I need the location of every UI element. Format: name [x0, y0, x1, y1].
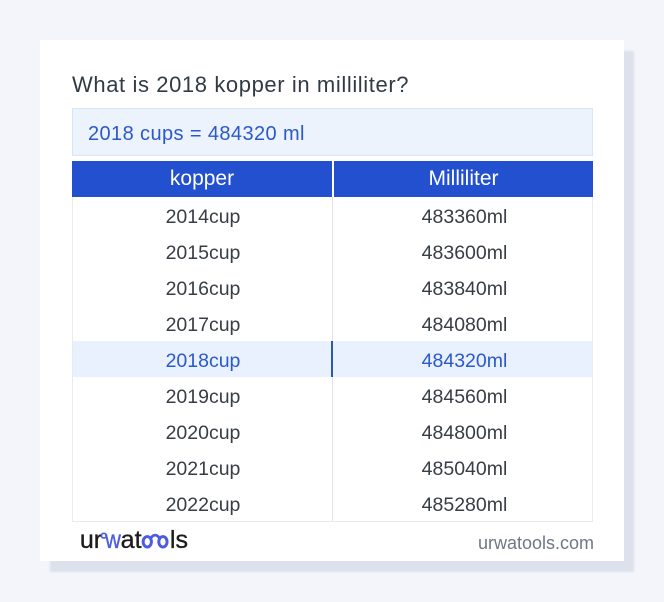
svg-text:ls: ls — [170, 527, 188, 553]
svg-text:at: at — [121, 527, 142, 553]
svg-text:w: w — [104, 527, 121, 553]
svg-text:ur: ur — [80, 527, 102, 553]
